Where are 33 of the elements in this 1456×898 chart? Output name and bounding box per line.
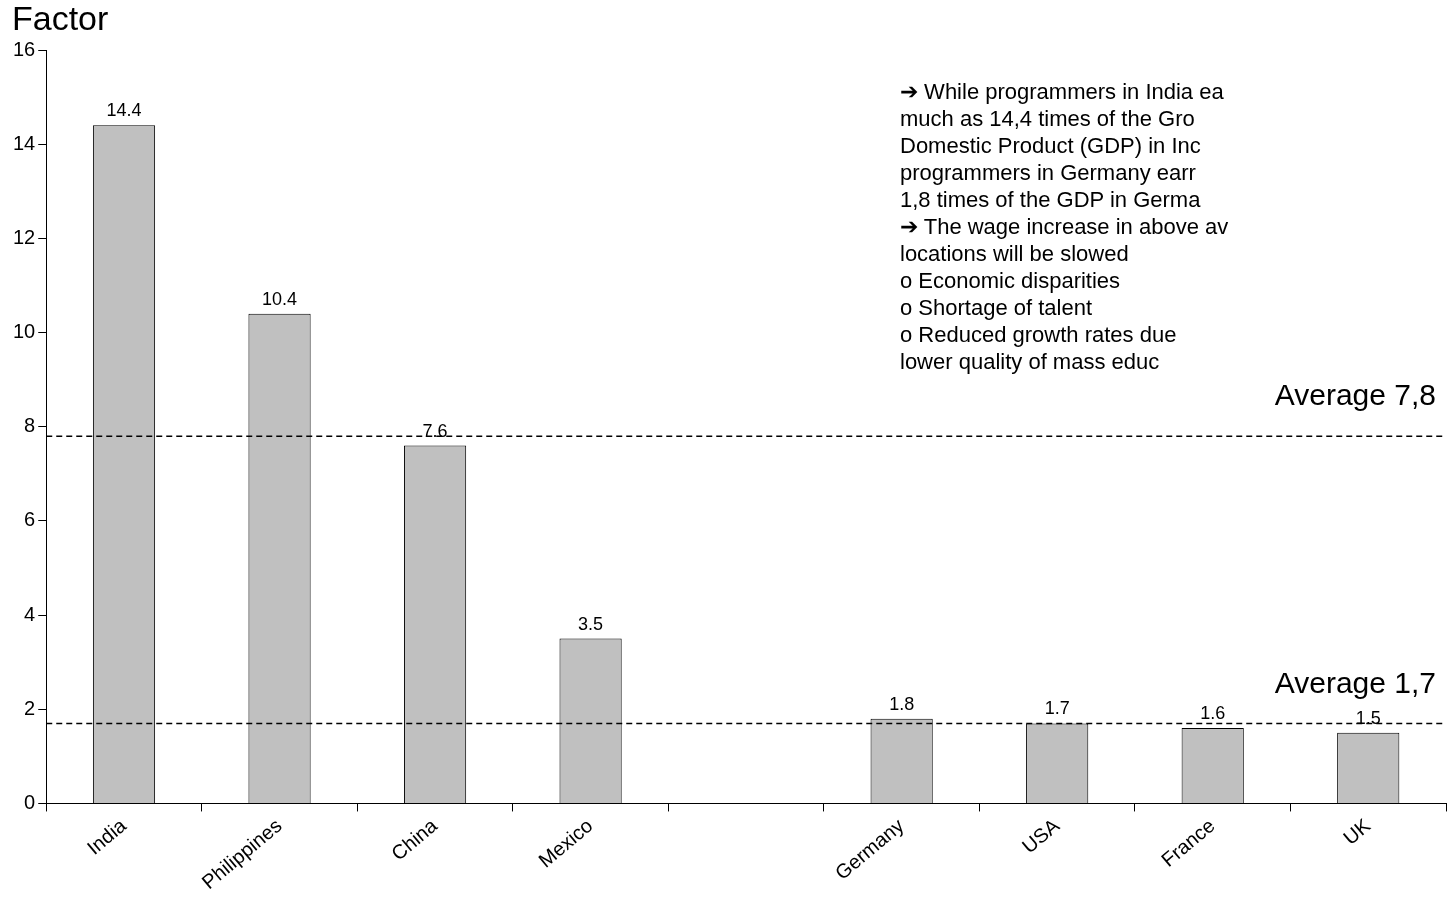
annotation: o Economic disparities: [900, 267, 1122, 294]
data-label: 1.7: [1044, 698, 1070, 719]
ref-line-label: Average 1,7: [1274, 665, 1436, 699]
annotation: o Shortage of talent: [900, 294, 1094, 321]
annotation: ➔ The wage increase in above av: [900, 213, 1230, 240]
annotation: much as 14,4 times of the Gro: [900, 105, 1196, 132]
data-label: 10.4: [262, 288, 298, 309]
data-label: 1.6: [1200, 703, 1226, 724]
annotation: o Reduced growth rates due: [900, 321, 1178, 348]
y-tick-label: 2: [24, 696, 36, 719]
y-axis-title: Factor: [12, 0, 109, 38]
data-label: 3.5: [578, 613, 604, 634]
x-tick-label: UK: [1338, 813, 1375, 849]
annotation: lower quality of mass educ: [900, 348, 1161, 375]
y-tick-label: 10: [13, 320, 36, 343]
data-label: 14.4: [106, 100, 142, 121]
y-tick-label: 14: [13, 131, 36, 154]
y-tick-label: 8: [24, 414, 36, 437]
annotation: programmers in Germany earr: [900, 159, 1197, 186]
y-tick-label: 6: [24, 508, 36, 531]
y-tick-label: 12: [13, 225, 36, 248]
annotation: 1,8 times of the GDP in Germa: [900, 186, 1202, 213]
y-tick-label: 0: [24, 790, 36, 813]
x-tick-label: India: [82, 813, 131, 859]
data-label: 1.8: [889, 693, 915, 714]
ref-line-label: Average 7,8: [1274, 378, 1436, 412]
data-label: 7.6: [422, 420, 448, 441]
annotation: Domestic Product (GDP) in Inc: [900, 132, 1202, 159]
x-tick-label: USA: [1017, 813, 1064, 858]
y-tick-label: 4: [24, 602, 36, 625]
y-tick-label: 16: [13, 37, 36, 60]
annotation: ➔ While programmers in India ea: [900, 78, 1225, 105]
annotation: locations will be slowed: [900, 240, 1130, 267]
